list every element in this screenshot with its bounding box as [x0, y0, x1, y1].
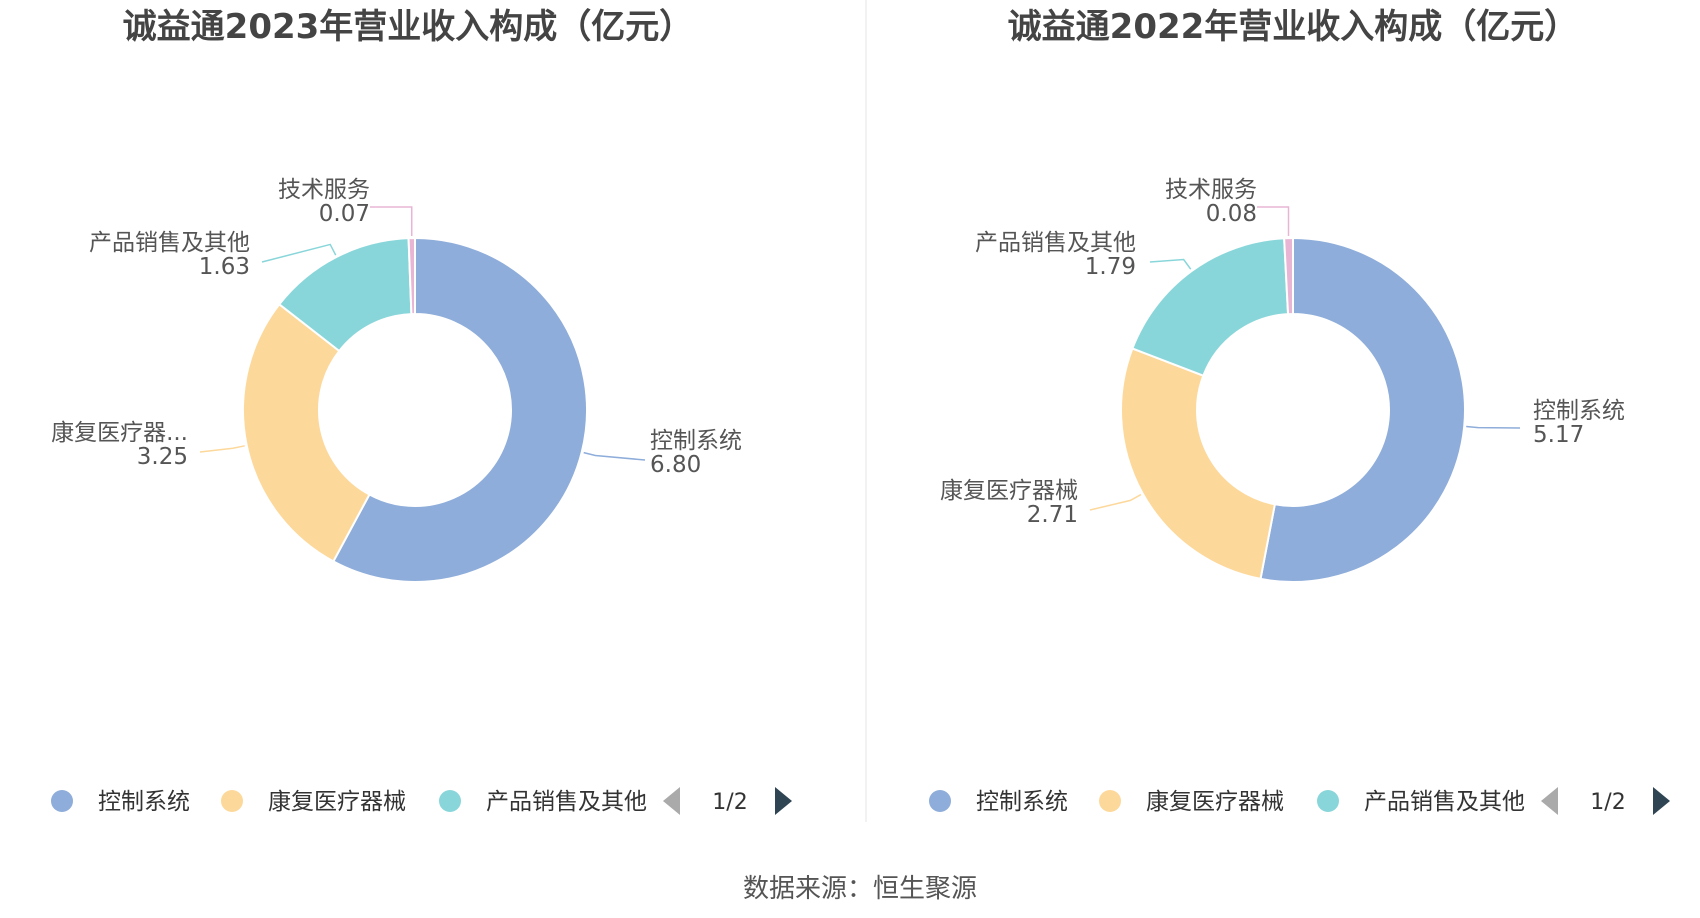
slice-value-技术服务: 0.08 — [1206, 201, 1257, 227]
legend-item-控制系统[interactable]: 控制系统 — [929, 789, 1068, 815]
legend-page-indicator: 1/2 — [712, 790, 747, 815]
leader-line-技术服务 — [1257, 206, 1290, 237]
legend-marker — [51, 790, 73, 812]
leader-line-产品销售及其他 — [1149, 258, 1192, 270]
legend-item-产品销售及其他[interactable]: 产品销售及其他 — [439, 789, 647, 815]
chart-title: 诚益通2022年营业收入构成（亿元） — [1008, 7, 1579, 47]
legend-item-康复医疗器械[interactable]: 康复医疗器械 — [1099, 789, 1284, 815]
legend-prev-page-icon[interactable] — [663, 787, 680, 815]
slice-value-控制系统: 6.80 — [650, 452, 701, 478]
legend-item-控制系统[interactable]: 控制系统 — [51, 789, 190, 815]
leader-line-控制系统 — [583, 451, 646, 461]
slice-value-产品销售及其他: 1.63 — [199, 254, 250, 280]
slice-label-控制系统: 控制系统 — [650, 428, 742, 454]
data-source: 数据来源：恒生聚源 — [743, 874, 977, 904]
slice-label-康复医疗器械: 康复医疗器械 — [940, 478, 1078, 504]
legend-label: 产品销售及其他 — [1364, 789, 1525, 815]
slice-value-康复医疗器械: 2.71 — [1027, 502, 1078, 528]
donut-slice-康复医疗器械[interactable] — [242, 302, 371, 563]
legend-label: 康复医疗器械 — [1146, 789, 1284, 815]
slice-label-产品销售及其他: 产品销售及其他 — [89, 230, 250, 256]
donut-slice-康复医疗器械[interactable] — [1120, 347, 1277, 581]
slice-label-产品销售及其他: 产品销售及其他 — [975, 230, 1136, 256]
slice-label-技术服务: 技术服务 — [278, 177, 370, 203]
legend-marker — [1099, 790, 1121, 812]
legend-marker — [1317, 790, 1339, 812]
slice-label-康复医疗器械: 康复医疗器... — [51, 420, 188, 446]
slice-value-控制系统: 5.17 — [1533, 422, 1584, 448]
legend-marker — [221, 790, 243, 812]
donut-chart-1: 诚益通2023年营业收入构成（亿元）控制系统6.80康复医疗器...3.25产品… — [51, 7, 792, 815]
legend-item-产品销售及其他[interactable]: 产品销售及其他 — [1317, 789, 1525, 815]
slice-value-康复医疗器械: 3.25 — [137, 444, 188, 470]
legend-marker — [439, 790, 461, 812]
legend-marker — [929, 790, 951, 812]
legend-label: 控制系统 — [976, 789, 1068, 815]
slice-label-控制系统: 控制系统 — [1533, 398, 1625, 424]
legend-next-page-icon[interactable] — [775, 787, 792, 815]
leader-line-康复医疗器械 — [199, 445, 245, 453]
legend-page-indicator: 1/2 — [1590, 790, 1625, 815]
leader-line-技术服务 — [370, 206, 413, 237]
chart-title: 诚益通2023年营业收入构成（亿元） — [123, 7, 694, 47]
legend-label: 产品销售及其他 — [486, 789, 647, 815]
legend-label: 康复医疗器械 — [268, 789, 406, 815]
donut-slice-产品销售及其他[interactable] — [1131, 237, 1290, 377]
legend-item-康复医疗器械[interactable]: 康复医疗器械 — [221, 789, 406, 815]
donut-chart-2: 诚益通2022年营业收入构成（亿元）控制系统5.17康复医疗器械2.71产品销售… — [929, 7, 1670, 815]
donut-slice-控制系统[interactable] — [331, 236, 588, 583]
legend-next-page-icon[interactable] — [1653, 787, 1670, 815]
legend-label: 控制系统 — [98, 789, 190, 815]
slice-label-技术服务: 技术服务 — [1165, 177, 1257, 203]
donut-slice-技术服务[interactable] — [1283, 236, 1294, 316]
legend-prev-page-icon[interactable] — [1541, 787, 1558, 815]
donut-slice-控制系统[interactable] — [1259, 236, 1467, 583]
leader-line-康复医疗器械 — [1089, 493, 1142, 511]
slice-value-技术服务: 0.07 — [319, 201, 370, 227]
leader-line-产品销售及其他 — [261, 243, 337, 263]
donut-slice-技术服务[interactable] — [407, 236, 416, 316]
slice-value-产品销售及其他: 1.79 — [1085, 254, 1136, 280]
leader-line-控制系统 — [1466, 425, 1521, 429]
